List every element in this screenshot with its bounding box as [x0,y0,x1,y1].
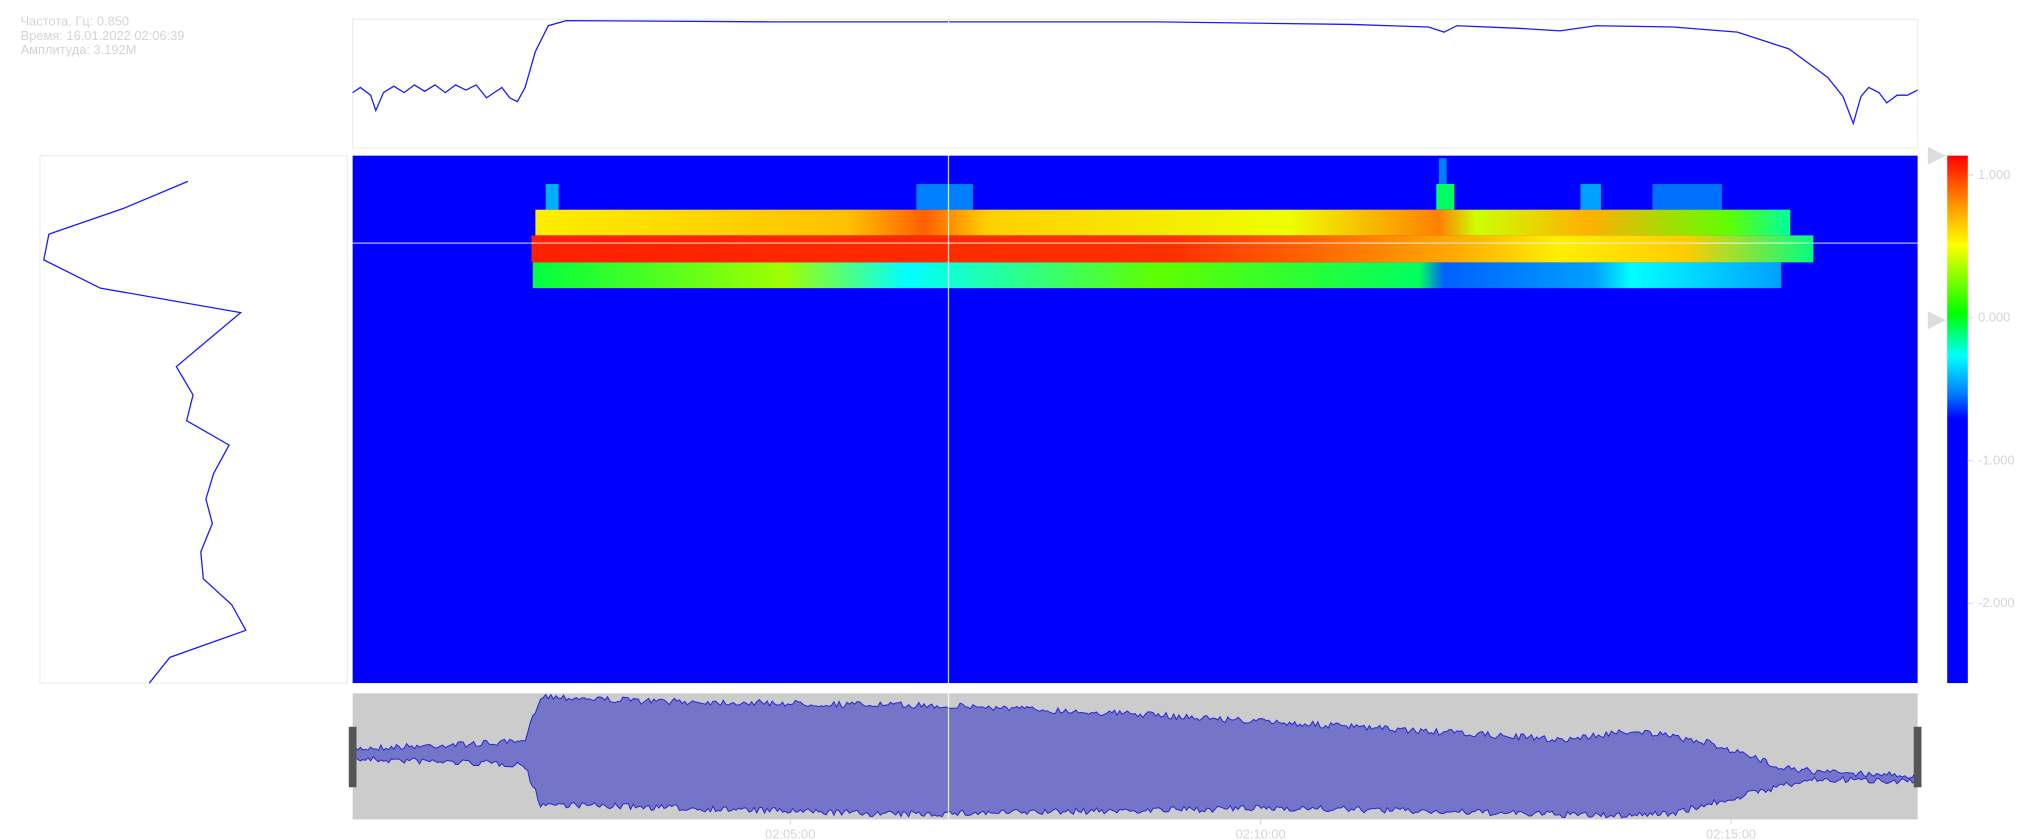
left-profile-panel [39,155,349,684]
colorbar [1947,155,1968,684]
time-tick-label: 02:05:00 [765,827,815,840]
colorbar-tick-label: 1.000 [1978,167,2010,182]
time-tick-label: 02:15:00 [1706,827,1756,840]
time-tick-label: 02:10:00 [1236,827,1286,840]
colorbar-max-handle[interactable] [1927,146,1946,165]
info-frequency: Частота, Гц: 0.850 [21,14,129,29]
range-handle-right[interactable] [1913,726,1922,788]
range-handle-left[interactable] [348,726,357,788]
colorbar-min-handle[interactable] [1927,311,1946,330]
top-profile-panel [351,18,1919,149]
colorbar-tick-label: -2.000 [1978,595,2014,610]
frequency-profile-line [43,180,247,684]
time-profile-line [352,19,1918,126]
spectrogram-band [531,158,1814,289]
colorbar-tick-label: -1.000 [1978,452,2014,467]
colorbar-tick-label: 0.000 [1978,310,2010,325]
info-amplitude: Амплитуда: 3.192M [21,42,137,57]
info-time: Время: 16.01.2022 02:06:39 [21,28,185,43]
